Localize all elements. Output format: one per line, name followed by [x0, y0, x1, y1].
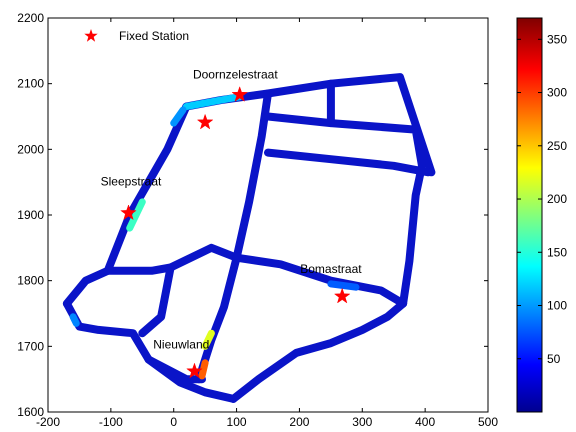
colorbar-tick-label: 150	[547, 245, 567, 259]
legend-label: Fixed Station	[119, 29, 189, 43]
colorbar-tick-label: 200	[547, 192, 567, 206]
road-measurement-segment	[170, 106, 187, 127]
road-segment	[264, 148, 433, 177]
y-tick-label: 1800	[17, 274, 44, 288]
y-tick-label: 1600	[17, 405, 44, 419]
colorbar-tick-label: 50	[547, 352, 561, 366]
colorbar-ticks: 50 100 150 200 250 300 350	[517, 32, 567, 366]
colorbar-tick-label: 300	[547, 86, 567, 100]
y-tick-label: 2100	[17, 77, 44, 91]
hot-segments-layer	[69, 93, 360, 380]
x-axis-ticks: -200 -100 0 100 200 300 400 500	[36, 18, 498, 429]
y-axis-ticks: 1600 1700 1800 1900 2000 2100 2200	[17, 11, 488, 419]
x-tick-label: 100	[227, 415, 247, 429]
road-measurement-segment	[198, 359, 209, 380]
x-tick-label: 300	[352, 415, 372, 429]
road-measurement-segment	[69, 313, 80, 327]
road-measurement-segment	[201, 329, 215, 350]
road-segment	[229, 299, 408, 403]
y-tick-label: 1900	[17, 208, 44, 222]
y-tick-label: 2200	[17, 11, 44, 25]
colorbar-tick-label: 350	[547, 32, 567, 46]
fixed-station-marker	[196, 113, 214, 130]
road-segment	[138, 263, 175, 338]
road-segment	[62, 299, 238, 403]
y-tick-label: 1700	[17, 339, 44, 353]
legend: Fixed Station	[84, 29, 189, 43]
street-label: Sleepstraat	[101, 175, 162, 189]
fixed-station-marker	[333, 287, 351, 304]
fixed-station-marker	[120, 204, 137, 221]
y-tick-label: 2000	[17, 142, 44, 156]
road-segment	[62, 102, 191, 308]
road-measurement-segment	[182, 93, 244, 111]
colorbar-tick-label: 100	[547, 299, 567, 313]
fixed-station-marker	[231, 86, 249, 102]
x-tick-label: 400	[415, 415, 435, 429]
x-tick-label: -200	[36, 415, 60, 429]
annotations-layer: Doornzelestraat Sleepstraat Bomastraat Nieu…	[101, 67, 363, 351]
x-tick-label: 0	[170, 415, 177, 429]
road-segment	[264, 112, 426, 170]
x-tick-label: -100	[99, 415, 123, 429]
x-tick-label: 200	[289, 415, 309, 429]
x-tick-label: 500	[478, 415, 498, 429]
road-measurement-segment	[327, 280, 360, 291]
road-segment	[399, 161, 426, 308]
street-label: Bomastraat	[300, 262, 362, 276]
colorbar	[516, 17, 543, 413]
fixed-station-marker	[186, 362, 203, 379]
road-measurement-segment	[126, 198, 146, 232]
street-label: Doornzelestraat	[193, 67, 278, 81]
legend-star-icon	[84, 29, 98, 42]
street-label: Nieuwland	[153, 337, 209, 351]
colorbar-tick-label: 250	[547, 139, 567, 153]
stations-layer	[120, 86, 351, 379]
